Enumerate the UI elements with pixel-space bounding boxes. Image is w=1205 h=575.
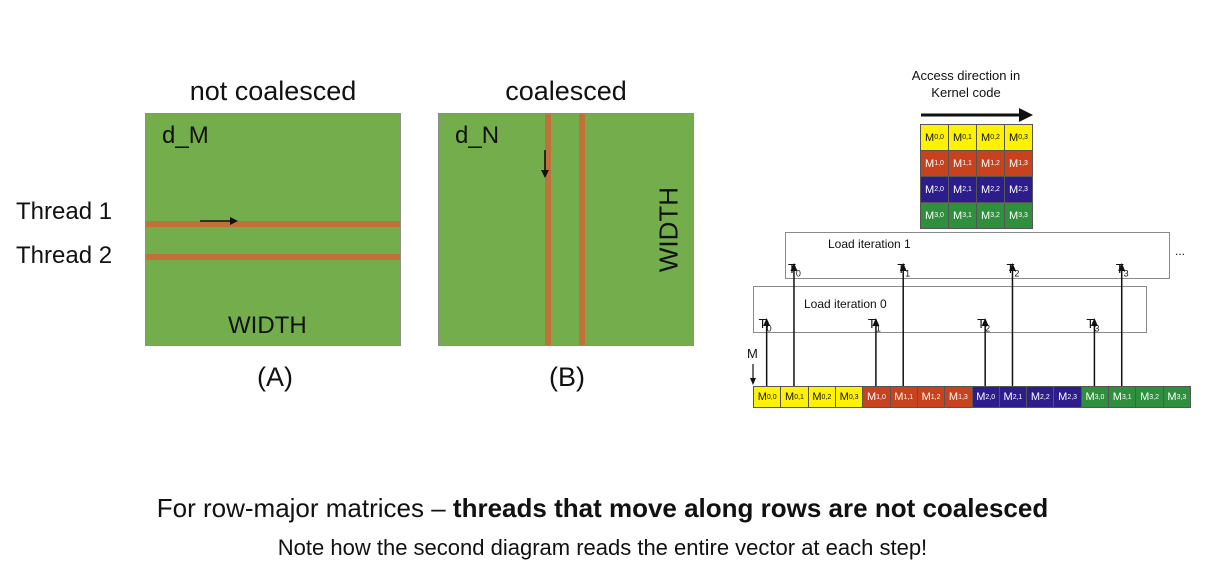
- thread-2-label: Thread 2: [16, 242, 113, 269]
- memory-cell-1-0: M 1,0: [862, 386, 891, 408]
- memory-cell-3-2: M 3,2: [976, 202, 1005, 229]
- m-arrow-head: [750, 378, 756, 385]
- ellipsis: ...: [1175, 244, 1186, 258]
- memory-cell-1-3: M 1,3: [1004, 150, 1033, 177]
- iter1-label-t2: T2: [1006, 261, 1020, 279]
- thread-1-row: [146, 221, 400, 227]
- thread-arrows: [750, 263, 1126, 386]
- matrix-d-n: d_N WIDTH: [438, 113, 694, 346]
- thread-column-1: [545, 114, 551, 345]
- memory-cell-2-0: M 2,0: [920, 176, 949, 203]
- memory-cell-1-3: M 1,3: [944, 386, 973, 408]
- memory-cell-3-0: M 3,0: [1080, 386, 1110, 408]
- row-access-arrow: [200, 217, 238, 225]
- memory-cell-3-1: M 3,1: [948, 202, 977, 229]
- panel-a-title: not coalesced: [189, 76, 357, 106]
- panel-b-title: coalesced: [505, 76, 627, 106]
- iter1-arrow-t0-head: [790, 263, 798, 271]
- matrix-grid: M 0,0 M 0,1 M 0,2 M 0,3 M 1,0 M 1,1 M 1,2 M 1,3 M 2,0 M 2,1…: [920, 124, 1033, 229]
- iter0-label-t0: T0: [758, 316, 772, 334]
- access-direction-label: Access direction in Kernel code: [911, 68, 1021, 100]
- iter0-label-t2: T2: [977, 316, 991, 334]
- panel-c-load-diagram: Access direction in Kernel code M 0,0 M 0,1…: [745, 60, 1200, 420]
- load-iteration-1-label: Load iteration 1: [828, 237, 911, 251]
- matrix-name-d-m: d_M: [162, 122, 209, 149]
- panel-a-caption: (A): [257, 362, 293, 392]
- memory-cell-3-2: M 3,2: [1135, 386, 1164, 408]
- memory-cell-2-1: M 2,1: [998, 386, 1028, 408]
- memory-cell-2-3: M 2,3: [1053, 386, 1082, 408]
- panel-b-caption: (B): [549, 362, 585, 392]
- caption-line-1: For row-major matrices – threads that mo…: [0, 493, 1205, 524]
- load-iteration-0-label: Load iteration 0: [804, 297, 887, 311]
- memory-cell-1-0: M 1,0: [920, 150, 949, 177]
- memory-cell-0-3: M 0,3: [1004, 124, 1033, 151]
- column-access-arrow: [541, 150, 549, 178]
- iter0-arrow-t0-head: [763, 318, 771, 326]
- iter1-label-t0: T0: [787, 261, 801, 279]
- iter1-arrow-t1-head: [899, 263, 907, 271]
- memory-cell-1-1: M 1,1: [889, 386, 918, 408]
- caption-prefix: For row-major matrices –: [156, 493, 453, 523]
- matrix-name-d-n: d_N: [455, 122, 500, 149]
- iter1-arrow-t2-head: [1008, 263, 1016, 271]
- memory-strip: M 0,0 M 0,1 M 0,2 M 0,3 M 1,0 M 1,1 M 1,2 M 1,3 M 2,0 M 2,1…: [753, 386, 1191, 408]
- thread-2-row: [146, 254, 400, 260]
- caption-line-2: Note how the second diagram reads the en…: [277, 535, 928, 560]
- memory-cell-3-3: M 3,3: [1004, 202, 1033, 229]
- matrix-d-m: d_M WIDTH: [145, 113, 401, 346]
- caption-bold: threads that move along rows are not coa…: [452, 493, 1049, 523]
- iter0-arrow-t1-head: [872, 318, 880, 326]
- width-label-a: WIDTH: [228, 312, 307, 339]
- memory-cell-0-2: M 0,2: [807, 386, 836, 408]
- memory-cell-1-2: M 1,2: [916, 386, 946, 408]
- memory-cell-3-1: M 3,1: [1108, 386, 1137, 408]
- load-iteration-0-box: Load iteration 0: [753, 286, 1147, 333]
- iter1-label-t1: T1: [897, 261, 911, 279]
- iter0-label-t1: T1: [867, 316, 881, 334]
- iter0-arrow-t2-head: [981, 318, 989, 326]
- thread-1-label: Thread 1: [16, 198, 113, 225]
- thread-column-2: [579, 114, 585, 345]
- access-direction-arrow: [921, 108, 1033, 122]
- memory-cell-3-3: M 3,3: [1162, 386, 1191, 408]
- memory-cell-2-3: M 2,3: [1004, 176, 1033, 203]
- memory-cell-0-3: M 0,3: [834, 386, 864, 408]
- iter1-label-t3: T3: [1115, 261, 1129, 279]
- iter0-arrow-t3-head: [1090, 318, 1098, 326]
- memory-cell-2-0: M 2,0: [971, 386, 1000, 408]
- memory-cell-0-1: M 0,1: [780, 386, 809, 408]
- memory-cell-0-0: M 0,0: [753, 386, 782, 408]
- memory-cell-2-2: M 2,2: [1026, 386, 1055, 408]
- iter0-label-t3: T3: [1086, 316, 1100, 334]
- width-label-b: WIDTH: [653, 186, 684, 273]
- load-iteration-1-box: Load iteration 1: [785, 232, 1170, 279]
- m-label: M: [747, 346, 758, 361]
- iter1-arrow-t3-head: [1118, 263, 1126, 271]
